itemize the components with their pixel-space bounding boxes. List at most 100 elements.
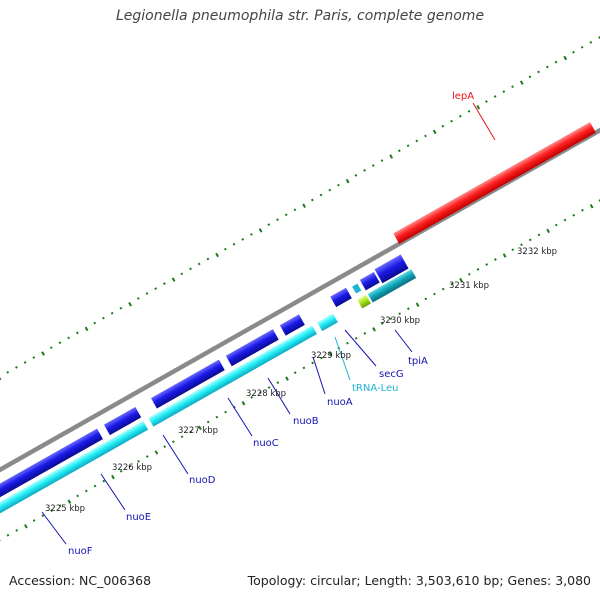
tick-mark	[102, 479, 106, 483]
tick-mark	[172, 440, 175, 444]
tick-mark	[119, 306, 123, 310]
trna-leu-marker[interactable]	[352, 283, 362, 294]
tick-mark	[485, 100, 488, 103]
tick-mark	[293, 208, 297, 212]
gene-label-nuoe[interactable]: nuoE	[126, 512, 151, 523]
tick-mark	[519, 80, 524, 85]
gene-nuoF-bar[interactable]	[0, 428, 103, 528]
tick-mark	[76, 494, 79, 498]
tick-mark	[563, 218, 567, 222]
tick-mark	[241, 237, 245, 241]
cds-secG[interactable]	[357, 294, 371, 309]
tick-mark	[93, 484, 97, 488]
tick-mark	[441, 124, 445, 128]
tick-mark	[572, 213, 576, 217]
tick-mark	[467, 109, 471, 113]
leader-line-nuoe	[100, 473, 126, 511]
tick-label: 3226 kbp	[112, 463, 152, 473]
gene-nuoC-bar[interactable]	[225, 329, 279, 367]
leader-line-nuob	[267, 377, 291, 415]
tick-mark	[354, 173, 358, 177]
tick-mark	[137, 460, 140, 463]
tick-mark	[511, 248, 515, 252]
tick-row-lower	[0, 199, 600, 542]
gene-label-secg[interactable]: secG	[379, 369, 404, 380]
tick-mark	[6, 533, 10, 537]
tick-mark	[206, 420, 210, 424]
tick-mark	[354, 336, 358, 340]
tick-label: 3225 kbp	[45, 504, 85, 514]
tick-mark	[171, 277, 176, 282]
tick-mark	[276, 381, 280, 384]
tick-mark	[276, 218, 279, 222]
tick-mark	[23, 361, 27, 364]
tick-mark	[215, 415, 219, 419]
tick-mark	[520, 243, 523, 247]
tick-mark	[346, 341, 349, 345]
tick-mark	[258, 228, 263, 233]
tick-mark	[67, 336, 70, 340]
gene-tpiA-bar[interactable]	[374, 254, 409, 284]
tick-mark	[554, 60, 558, 64]
tick-mark	[189, 267, 192, 271]
leader-line-nuoc	[227, 397, 253, 437]
tick-mark	[319, 193, 323, 197]
tick-mark	[476, 105, 481, 110]
gene-label-tpia[interactable]: tpiA	[408, 356, 428, 367]
gene-nuoB-bar[interactable]	[279, 314, 305, 336]
tick-mark	[250, 396, 254, 399]
tick-mark	[415, 139, 419, 143]
tick-mark	[493, 95, 497, 98]
tick-mark	[537, 233, 541, 237]
gene-label-nuod[interactable]: nuoD	[189, 475, 216, 486]
gene-label-nuoc[interactable]: nuoC	[253, 438, 279, 449]
cds-nuoBCD[interactable]	[148, 325, 317, 427]
tick-mark	[32, 519, 36, 522]
tick-mark	[180, 435, 184, 439]
cds-tpiA[interactable]	[367, 269, 417, 303]
tick-mark	[119, 469, 123, 473]
leader-line-secg	[344, 329, 377, 367]
tick-mark	[128, 302, 132, 307]
cds-nuoA[interactable]	[317, 313, 338, 332]
tick-mark	[41, 514, 45, 517]
gene-lepA-bar[interactable]	[393, 122, 596, 244]
tick-mark	[180, 272, 184, 276]
cds-nuoEF[interactable]	[0, 420, 149, 540]
tick-mark	[441, 287, 445, 291]
tick-mark	[407, 307, 410, 311]
tick-mark	[136, 297, 140, 300]
gene-nuoA-bar[interactable]	[330, 287, 352, 308]
tick-mark	[528, 75, 532, 79]
map-title: Legionella pneumophila str. Paris, compl…	[115, 8, 485, 24]
tick-mark	[337, 183, 340, 187]
gene-label-nuof[interactable]: nuoF	[68, 546, 93, 557]
tick-mark	[528, 238, 532, 242]
gene-nuoE-bar[interactable]	[103, 406, 142, 436]
tick-mark	[311, 361, 314, 365]
gene-nuoD-bar[interactable]	[150, 359, 225, 409]
tick-mark	[589, 41, 593, 44]
leader-line-nuof	[41, 511, 67, 545]
tick-mark	[223, 247, 227, 251]
tick-mark	[15, 529, 19, 532]
tick-mark	[319, 356, 323, 360]
tick-mark	[41, 351, 45, 356]
tick-label: 3229 kbp	[311, 351, 351, 361]
gene-label-lepa[interactable]: lepA	[452, 91, 474, 102]
tick-mark	[302, 366, 306, 370]
gene-label-nuoa[interactable]: nuoA	[327, 397, 353, 408]
tick-row-upper	[0, 36, 600, 381]
tick-mark	[154, 287, 158, 290]
gene-label-trna-leu[interactable]: tRNA-Leu	[352, 383, 398, 394]
tick-mark	[15, 366, 18, 369]
tick-mark	[581, 208, 584, 212]
topology-label: Topology: circular; Length: 3,503,610 bp…	[247, 573, 591, 588]
gene-label-nuob[interactable]: nuoB	[293, 416, 319, 427]
accession-label: Accession: NC_006368	[9, 573, 152, 588]
tick-mark	[163, 282, 166, 286]
tick-mark	[250, 233, 253, 236]
gene-secG-bar[interactable]	[359, 272, 380, 291]
tick-mark	[589, 204, 594, 209]
